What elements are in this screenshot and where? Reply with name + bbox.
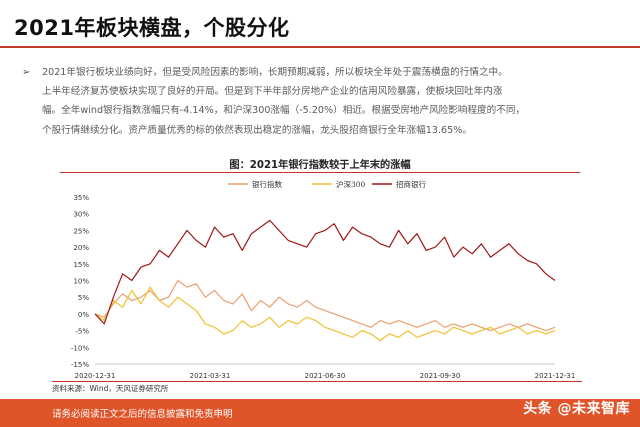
title-divider [0, 46, 640, 48]
x-tick-label: 2021-12-31 [535, 372, 576, 380]
y-tick-label: -10% [71, 344, 89, 352]
source-note: 资料来源：Wind，天风证券研究所 [52, 384, 169, 393]
disclaimer-text: 请务必阅读正文之后的信息披露和免责申明 [52, 409, 233, 420]
y-tick-label: 5% [78, 294, 89, 302]
x-tick-label: 2020-12-31 [75, 372, 116, 380]
paragraph-line: 上半年经济复苏使板块实现了良好的开局。但是到下半年部分房地产企业的信用风险暴露，… [42, 86, 503, 98]
legend-label: 银行指数 [252, 179, 282, 189]
chart-title-divider [60, 172, 580, 173]
footer-bar [0, 399, 640, 427]
arrow-bullet-icon: ➢ [22, 67, 31, 78]
watermark: 头条 @未来智库 [523, 401, 630, 417]
x-tick-label: 2021-06-30 [305, 372, 346, 380]
paragraph-line: 个股行情继续分化。资产质量优秀的标的依然表现出稳定的涨幅，龙头股招商银行全年涨幅… [42, 124, 472, 136]
y-tick-label: 30% [73, 211, 89, 219]
y-tick-label: 10% [73, 278, 89, 286]
source-divider [52, 381, 582, 382]
legend-label: 招商银行 [396, 179, 426, 189]
x-tick-label: 2021-09-30 [420, 372, 461, 380]
y-tick-label: 35% [73, 194, 89, 202]
chart-title: 图：2021年银行指数较于上年末的涨幅 [229, 160, 411, 171]
series-line [94, 279, 556, 332]
paragraph-line: 幅。全年wind银行指数涨幅只有-4.14%，和沪深300涨幅（-5.20%）相… [42, 105, 526, 117]
x-tick-label: 2021-03-31 [190, 372, 231, 380]
page-title: 2021年板块横盘，个股分化 [14, 16, 290, 40]
y-tick-label: 20% [73, 244, 89, 252]
bullet-paragraph: ➢ 2021年银行板块业绩向好，但是受风险因素的影响，长期预期减弱，所以板块全年… [22, 63, 602, 140]
series-line [94, 286, 556, 342]
y-tick-label: 25% [73, 227, 89, 235]
y-tick-label: -5% [75, 328, 89, 336]
series-line [94, 219, 556, 325]
legend-label: 沪深300 [336, 179, 366, 189]
y-tick-label: 0% [78, 311, 89, 319]
y-tick-label: 15% [73, 261, 89, 269]
paragraph-line: 2021年银行板块业绩向好，但是受风险因素的影响，长期预期减弱，所以板块全年处于… [42, 67, 508, 78]
y-tick-label: -15% [71, 361, 89, 369]
